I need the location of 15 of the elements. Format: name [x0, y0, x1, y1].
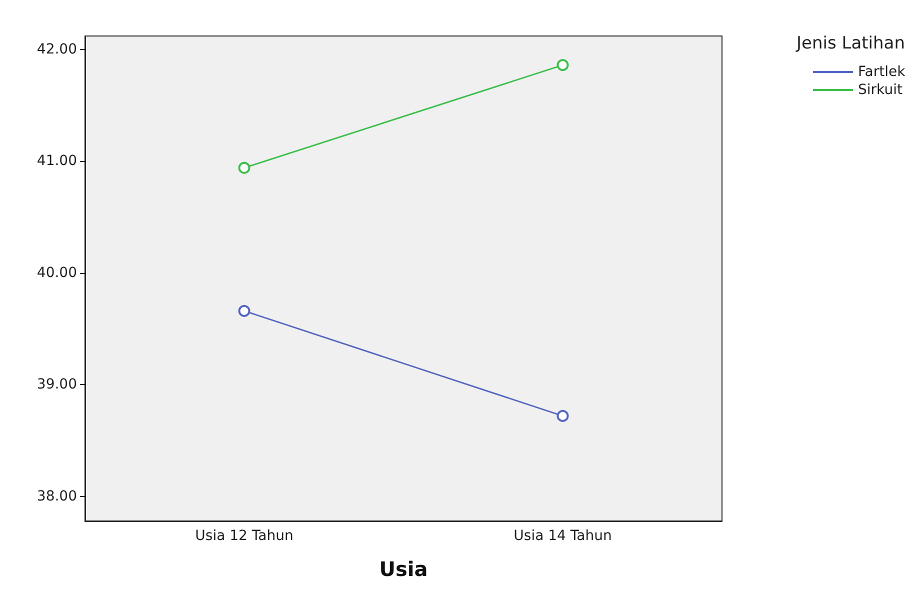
point: [556, 410, 569, 422]
legend-title: Jenis Latihan: [796, 34, 906, 54]
x-axis-title: Usia: [379, 557, 428, 581]
x-tick-label: Usia 14 Tahun: [514, 528, 612, 544]
point: [238, 304, 250, 317]
y-tick-label: 38.00: [36, 488, 77, 504]
legend-label: Fartlek: [858, 64, 906, 80]
point: [556, 59, 569, 72]
y-tick-label: 41.00: [36, 153, 77, 170]
x-tick-label: Usia 12 Tahun: [195, 528, 294, 544]
point: [238, 162, 250, 174]
y-tick-label: 42.00: [36, 41, 77, 58]
legend-label: Sirkuit: [858, 82, 903, 98]
y-tick-label: 39.00: [36, 376, 77, 393]
y-tick-label: 40.00: [36, 264, 77, 281]
